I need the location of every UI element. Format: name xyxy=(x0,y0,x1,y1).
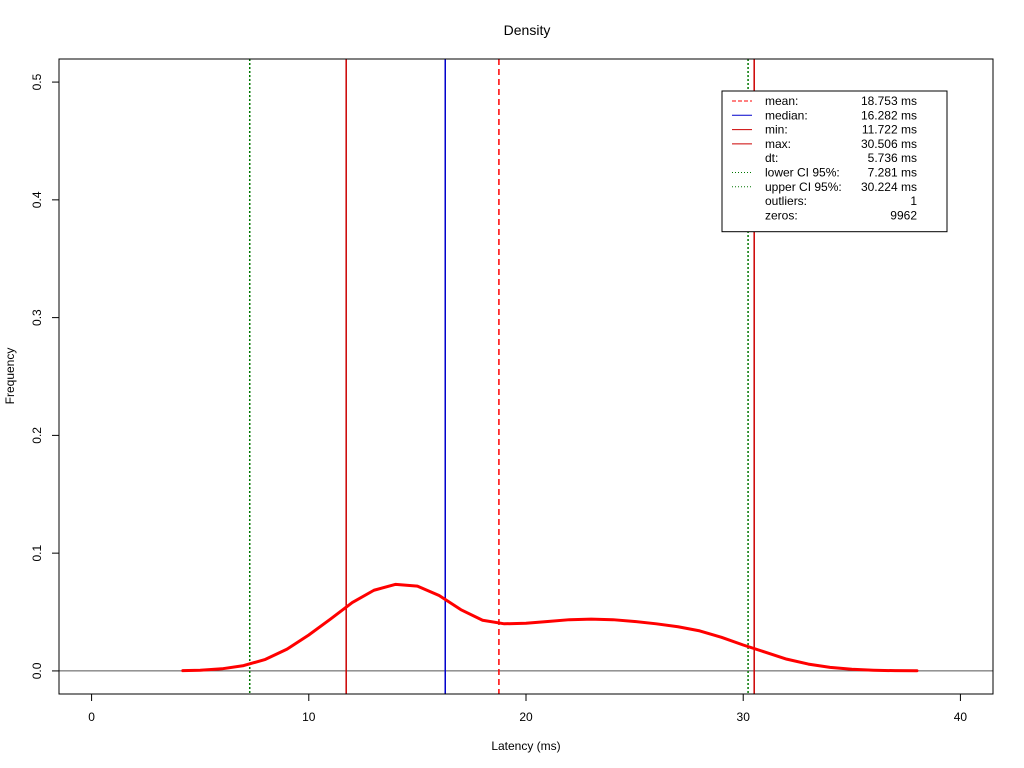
x-tick-label: 20 xyxy=(519,710,533,724)
legend-label: mean: xyxy=(765,94,798,108)
legend-label: median: xyxy=(765,108,808,122)
legend-entry: dt: 5.736 ms xyxy=(765,151,917,165)
y-tick-label: 0.3 xyxy=(30,309,44,326)
legend-label: dt: xyxy=(765,151,778,165)
legend-entry: lower CI 95%: 7.281 ms xyxy=(732,166,917,180)
legend-entry: outliers: 1 xyxy=(765,194,917,208)
density-series xyxy=(181,582,919,673)
legend-value: 16.282 ms xyxy=(861,108,917,122)
legend-label: min: xyxy=(765,123,788,137)
x-tick-label: 10 xyxy=(302,710,316,724)
legend-label: outliers: xyxy=(765,194,807,208)
legend-label: zeros: xyxy=(765,208,798,222)
y-tick-label: 0.0 xyxy=(30,662,44,679)
legend-entry: mean: 18.753 ms xyxy=(732,94,917,108)
y-tick-label: 0.1 xyxy=(30,544,44,561)
legend-entry: zeros: 9962 xyxy=(765,208,917,222)
y-axis-label: Frequency xyxy=(3,348,17,405)
legend-value: 30.224 ms xyxy=(861,180,917,194)
chart-title: Density xyxy=(504,22,551,38)
x-tick-label: 30 xyxy=(737,710,751,724)
y-tick-label: 0.5 xyxy=(30,73,44,90)
legend-entry: median: 16.282 ms xyxy=(732,108,917,122)
legend-value: 18.753 ms xyxy=(861,94,917,108)
density-curve-0 xyxy=(181,582,919,673)
y-tick-label: 0.2 xyxy=(30,427,44,444)
legend-value: 30.506 ms xyxy=(861,137,917,151)
y-tick-label: 0.4 xyxy=(30,191,44,208)
legend-value: 9962 xyxy=(890,208,917,222)
x-axis-label: Latency (ms) xyxy=(491,739,560,753)
legend-frame xyxy=(721,90,948,233)
legend-value: 5.736 ms xyxy=(868,151,917,165)
legend-label: max: xyxy=(765,137,791,151)
legend-box: mean: 18.753 ms median: 16.282 ms min: 11.722… xyxy=(721,90,948,233)
legend-entry: min: 11.722 ms xyxy=(732,123,917,137)
legend-label: lower CI 95%: xyxy=(765,166,840,180)
x-tick-label: 0 xyxy=(88,710,95,724)
legend-label: upper CI 95%: xyxy=(765,180,842,194)
legend-value: 7.281 ms xyxy=(868,166,917,180)
legend-entry: upper CI 95%: 30.224 ms xyxy=(732,180,917,194)
plot-frame xyxy=(58,58,994,695)
legend-entry: max: 30.506 ms xyxy=(732,137,917,151)
x-tick-label: 40 xyxy=(954,710,968,724)
legend-value: 1 xyxy=(910,194,917,208)
legend-value: 11.722 ms xyxy=(862,123,917,137)
